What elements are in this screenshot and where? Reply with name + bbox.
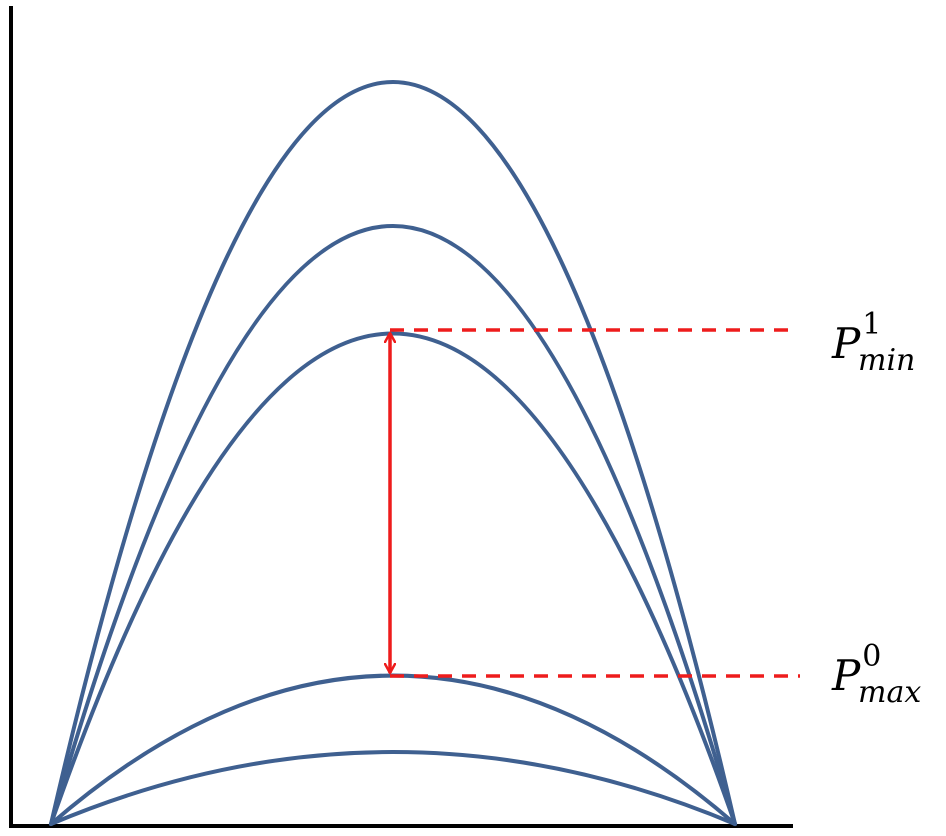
p-max-0-sub: max [858,675,921,710]
p-max-0-label: P0 max [831,639,921,710]
p-min-1-base: P [831,319,861,368]
p-min-1-sup: 1 [862,307,881,342]
curve-1 [49,80,737,826]
curve-5 [49,750,737,826]
p-max-0-sup: 0 [862,639,881,674]
p-min-1-label: P1 min [831,307,915,378]
p-max-0-base: P [831,651,861,700]
curve-2 [49,223,737,826]
curve-4 [49,673,737,826]
p-min-1-sub: min [858,343,915,378]
curves-group [49,80,737,826]
